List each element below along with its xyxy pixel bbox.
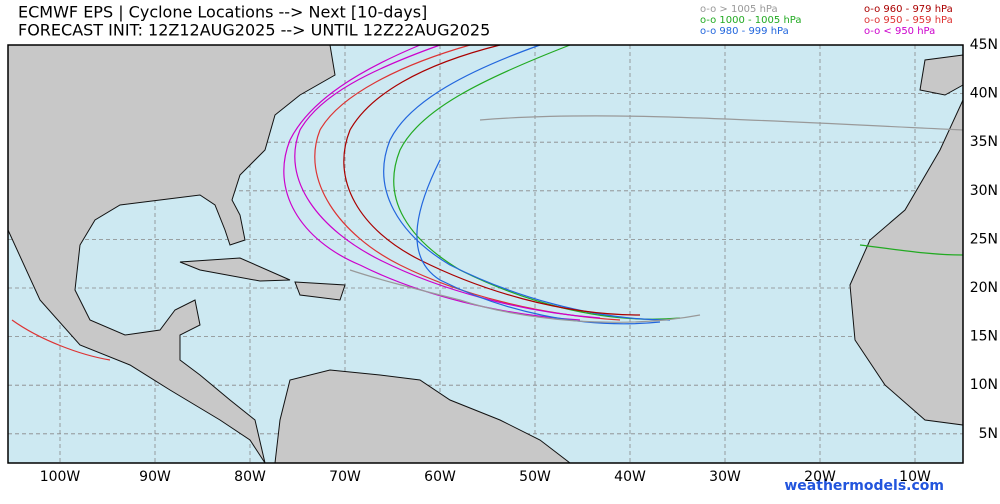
legend-entry: o-o > 1005 hPa [700,4,778,15]
lat-label: 35N [970,134,998,150]
lon-label: 20W [804,469,836,485]
legend-entry: o-o < 950 hPa [864,26,935,37]
lon-label: 40W [614,469,646,485]
track [294,44,601,319]
iberia [919,54,964,96]
lon-label: 50W [519,469,551,485]
lat-label: 40N [970,86,998,102]
lat-label: 5N [979,426,998,442]
track [343,44,641,316]
title: ECMWF EPS | Cyclone Locations --> Next [… [18,3,427,22]
cuba [179,257,291,282]
track [383,44,671,321]
africa [849,99,964,426]
lat-label: 20N [970,280,998,296]
legend-entry: o-o 950 - 959 hPa [864,15,953,26]
lon-label: 30W [709,469,741,485]
lon-label: 80W [234,469,266,485]
track [11,319,111,361]
hispaniola [294,281,346,301]
cyclone-tracks [11,44,964,361]
lon-label: 90W [139,469,171,485]
track [416,159,661,325]
lat-label: 25N [970,231,998,247]
lat-label: 45N [970,37,998,53]
footer: weathermodels.com [784,478,944,494]
lat-label: 30N [970,183,998,199]
map-frame [7,44,964,464]
track [349,269,701,323]
lat-label: 10N [970,377,998,393]
legend-entry: o-o 960 - 979 hPa [864,4,953,15]
lon-label: 60W [424,469,456,485]
lat-label: 15N [970,329,998,345]
south-america [274,369,572,464]
track [393,44,681,320]
north-america [7,44,336,464]
lon-label: 100W [40,469,81,485]
lon-label: 70W [329,469,361,485]
track [479,115,964,131]
track [314,44,621,321]
legend-entry: o-o 1000 - 1005 hPa [700,15,801,26]
lon-label: 10W [899,469,931,485]
track [859,244,964,256]
legend-entry: o-o 980 - 999 hPa [700,26,789,37]
subtitle: FORECAST INIT: 12Z12AUG2025 --> UNTIL 12… [18,21,490,40]
